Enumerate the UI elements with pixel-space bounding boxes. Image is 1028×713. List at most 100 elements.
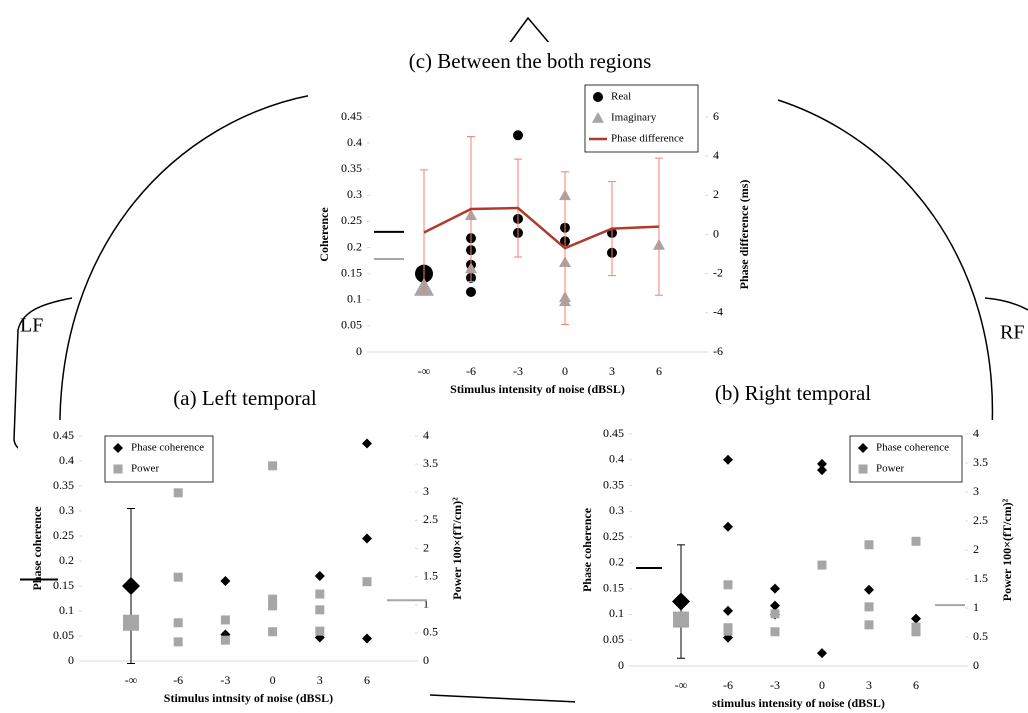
chart-title: (c) Between the both regions	[409, 49, 652, 73]
y-tick-label: 0.2	[609, 555, 624, 569]
title-background	[150, 382, 340, 416]
x-tick-label: 6	[364, 673, 370, 687]
legend-swatch	[593, 92, 603, 102]
point	[864, 540, 874, 550]
y-tick-label: 0	[68, 653, 74, 667]
point	[268, 627, 278, 637]
y-tick-label: 0.15	[53, 578, 74, 592]
x-tick-label: -6	[173, 673, 183, 687]
point	[864, 620, 874, 630]
y-tick-label: 0.45	[603, 426, 624, 440]
point	[817, 458, 827, 469]
point	[911, 536, 921, 546]
point	[123, 614, 139, 631]
x-tick-label: -6	[466, 364, 476, 378]
title-background	[362, 42, 697, 82]
point	[723, 521, 733, 532]
y-axis-label: Phase coherence	[30, 506, 44, 591]
point	[723, 580, 733, 590]
x-tick-label: -3	[220, 673, 230, 687]
y2-tick-label: 2.5	[423, 512, 438, 526]
y2-tick-label: 2	[713, 187, 719, 201]
line	[423, 206, 660, 250]
series	[673, 536, 921, 637]
point	[220, 635, 230, 645]
y2-tick-label: -2	[713, 265, 723, 279]
y-axis-label: Phase coherence	[580, 507, 594, 592]
point	[723, 454, 733, 465]
point	[817, 465, 827, 476]
point	[466, 286, 476, 297]
x-tick-label: 6	[656, 364, 662, 378]
y2-tick-label: 0.5	[973, 629, 988, 643]
head-outline	[13, 16, 1028, 703]
y-axis-label: Coherence	[317, 207, 331, 262]
y-tick-label: 0.25	[53, 528, 74, 542]
x-tick-label: -3	[513, 364, 523, 378]
y-tick-label: 0.05	[341, 318, 362, 332]
legend-box	[104, 435, 214, 483]
head-label-left: LF	[20, 315, 43, 337]
x-tick-label: 0	[819, 678, 825, 692]
x-tick-label: 3	[609, 364, 615, 378]
legend-swatch	[113, 443, 123, 453]
point	[770, 627, 780, 637]
legend-swatch	[592, 112, 604, 123]
point	[268, 594, 278, 604]
point	[122, 577, 140, 595]
point	[672, 592, 690, 611]
legend-label: Power	[131, 463, 159, 475]
point	[173, 618, 183, 628]
x-tick-label: -∞	[675, 678, 688, 692]
y2-tick-label: 1	[973, 600, 979, 614]
y-tick-label: 0	[356, 344, 362, 358]
y-tick-label: 0.05	[53, 628, 74, 642]
legend-box	[849, 435, 963, 483]
point	[315, 605, 325, 615]
y-tick-label: 0.45	[53, 428, 74, 442]
point	[220, 576, 231, 586]
point	[723, 605, 733, 616]
head-label-right: RF	[1000, 322, 1024, 344]
point	[723, 626, 733, 636]
point	[362, 633, 372, 644]
y2-tick-label: 1	[423, 597, 429, 611]
y2-tick-label: -6	[713, 344, 723, 358]
point	[817, 560, 827, 570]
point	[911, 613, 921, 624]
legend-swatch	[113, 464, 123, 474]
point	[220, 615, 230, 625]
point	[173, 637, 183, 647]
series	[420, 136, 663, 326]
y2-axis-label: Power 100×(fT/cm)²	[450, 497, 464, 600]
point	[362, 533, 372, 544]
chart-background	[18, 420, 430, 713]
legend-label: Imaginary	[611, 112, 657, 124]
y-tick-label: 0.4	[59, 453, 74, 467]
y-tick-label: 0.3	[59, 503, 74, 517]
x-axis-label: Stimulus intnsity of noise (dBSL)	[164, 691, 333, 705]
x-tick-label: 3	[866, 678, 872, 692]
y-tick-label: 0.25	[603, 529, 624, 543]
point	[362, 577, 372, 587]
legend-label: Real	[611, 91, 631, 103]
y-tick-label: 0.3	[609, 503, 624, 517]
y-tick-label: 0.15	[341, 265, 362, 279]
y-tick-label: 0.15	[603, 580, 624, 594]
y2-tick-label: 4	[713, 148, 719, 162]
y2-tick-label: 2.5	[973, 513, 988, 527]
point	[268, 461, 278, 471]
legend-swatch	[858, 464, 868, 474]
y-tick-label: 0.35	[341, 161, 362, 175]
legend-label: Power	[876, 463, 904, 475]
y-tick-label: 0.35	[53, 478, 74, 492]
y2-tick-label: 0	[423, 653, 429, 667]
series	[122, 438, 372, 664]
y2-tick-label: 2	[973, 542, 979, 556]
y2-tick-label: 1.5	[423, 568, 438, 582]
point	[173, 572, 183, 582]
point	[314, 571, 325, 581]
y-tick-label: 0.3	[347, 187, 362, 201]
y2-tick-label: 3.5	[973, 455, 988, 469]
